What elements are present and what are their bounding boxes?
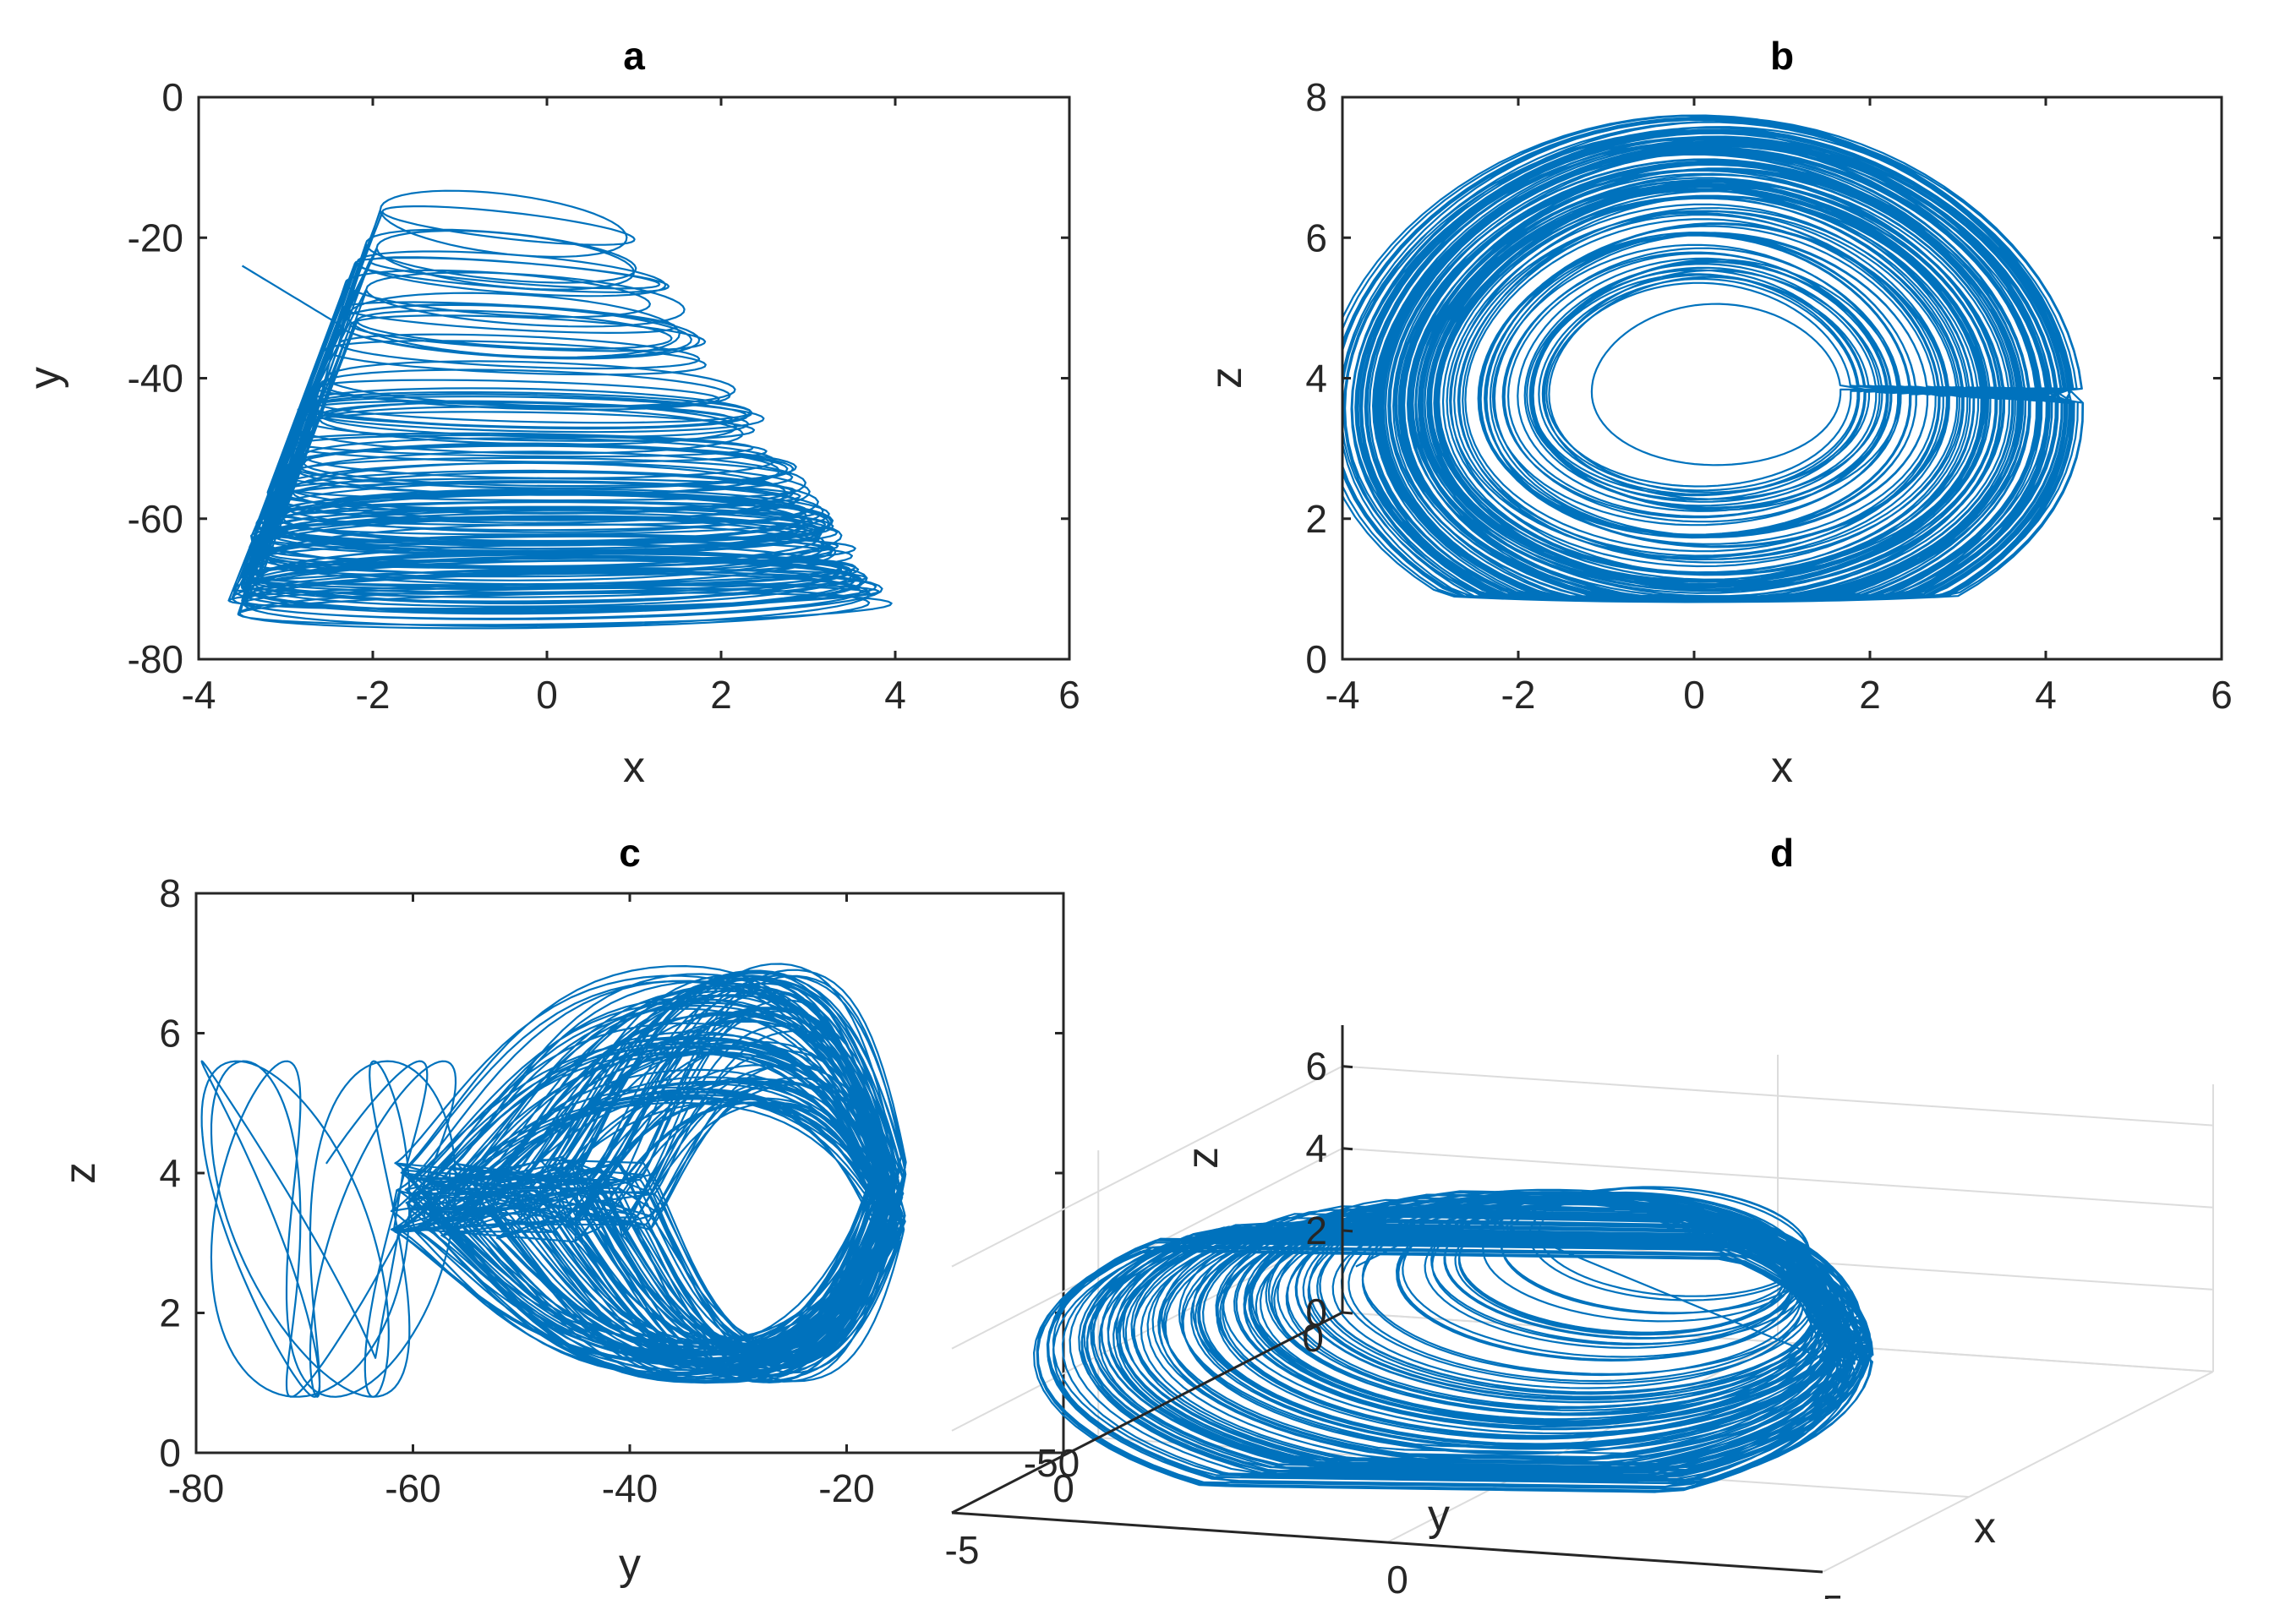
subplot-a-series-line (227, 189, 893, 630)
subplot-a-ticks: -4 -2 0 2 4 6-80-60-40-200 (128, 75, 1080, 717)
subplot-b-ticks: -4 -2 0 2 4 6 0 2 4 6 8 (1305, 75, 2232, 717)
subplot-d-ztick-label: 4 (1305, 1127, 1327, 1171)
subplot-a-xtick-label: 4 (884, 673, 906, 717)
subplot-d-y-axis (951, 1311, 1343, 1514)
subplot-b-trajectory (1342, 114, 2085, 603)
subplot-c-ytick-label: 6 (159, 1012, 181, 1056)
subplot-d-x-axis (951, 1511, 1823, 1574)
subplot-d-title: d (1770, 831, 1794, 875)
subplot-c-ylabel: z (56, 1162, 105, 1184)
subplot-d-ytick-label: 0 (1302, 1316, 1324, 1360)
subplot-d-ztick-mark (1342, 1311, 1353, 1315)
subplot-b-ytick-label: 6 (1305, 216, 1327, 259)
subplot-b-ytick-label: 2 (1305, 497, 1327, 541)
subplot-d-gridline (1342, 1065, 2214, 1127)
subplot-d-xtick-label: 0 (1386, 1558, 1408, 1599)
subplot-d-ztick-label: 0 (1305, 1291, 1327, 1334)
subplot-b-xtick-label: 4 (2035, 673, 2057, 717)
subplot-d-ylabel: y (1428, 1491, 1450, 1540)
subplot-b-ytick-label: 8 (1305, 75, 1327, 119)
subplot-d-ztick-label: 6 (1305, 1045, 1327, 1089)
subplot-a-trajectory (227, 189, 893, 630)
subplot-d-ytick-label: -50 (1024, 1441, 1080, 1485)
subplot-d-trajectory (1033, 1186, 1874, 1493)
subplot-d-ztick-label: 2 (1305, 1209, 1327, 1252)
subplot-b-xtick-label: 2 (1859, 673, 1881, 717)
subplot-b: b -4 -2 0 2 4 6 0 2 4 6 8 x z (1202, 34, 2233, 792)
subplot-d-gridline (951, 1065, 1343, 1268)
subplot-c: c -80 -60 -40 -20 0 0 2 4 6 8 y z (56, 831, 1074, 1589)
subplot-a-ytick-label: -40 (128, 357, 183, 401)
subplot-b-xlabel: x (1771, 743, 1793, 792)
subplot-a-xtick-label: -2 (356, 673, 391, 717)
subplot-b-ylabel: z (1202, 367, 1251, 389)
subplot-c-xtick-label: -60 (385, 1466, 440, 1510)
subplot-b-ytick-label: 0 (1305, 637, 1327, 681)
subplot-a-xlabel: x (623, 743, 645, 792)
subplot-c-ytick-label: 0 (159, 1431, 181, 1475)
subplot-c-ticks: -80 -60 -40 -20 0 0 2 4 6 8 (159, 871, 1074, 1510)
subplot-a: a -4 -2 0 2 4 6-80-60-40-200 x y (20, 34, 1080, 792)
subplot-a-title: a (623, 34, 645, 78)
subplot-a-ytick-label: -60 (128, 497, 183, 541)
subplot-a-ytick-label: -80 (128, 637, 183, 681)
subplot-d-xtick-label: -5 (945, 1528, 980, 1572)
subplot-c-xtick-label: -40 (602, 1466, 658, 1510)
subplot-a-xtick-label: 2 (710, 673, 732, 717)
subplot-a-xtick-label: -4 (182, 673, 216, 717)
subplot-b-title: b (1770, 34, 1794, 78)
subplot-d-series-line (1033, 1186, 1874, 1493)
subplot-a-ylabel: y (20, 367, 69, 389)
subplot-c-ytick-label: 2 (159, 1291, 181, 1335)
subplot-b-xtick-label: -2 (1501, 673, 1536, 717)
subplot-d-xlabel: x (1974, 1503, 1996, 1553)
subplot-b-series-line (1342, 114, 2085, 603)
subplot-c-xtick-label: 0 (1052, 1466, 1074, 1510)
subplot-c-ytick-label: 4 (159, 1151, 181, 1195)
subplot-a-ytick-label: -20 (128, 216, 183, 259)
subplot-b-xtick-label: 0 (1683, 673, 1705, 717)
subplot-a-xtick-label: 6 (1058, 673, 1080, 717)
subplot-a-ytick-label: 0 (161, 75, 183, 119)
subplot-c-xlabel: y (619, 1540, 641, 1589)
subplot-c-xtick-label: -20 (818, 1466, 874, 1510)
subplot-b-ytick-label: 4 (1305, 357, 1327, 401)
subplot-b-xtick-label: 6 (2211, 673, 2233, 717)
subplot-b-xtick-label: -4 (1326, 673, 1360, 717)
subplot-c-ytick-label: 8 (159, 871, 181, 915)
subplot-c-title: c (619, 831, 641, 875)
subplot-d-xtick-label: 5 (1822, 1587, 1844, 1599)
subplot-d-gridline (1822, 1371, 2214, 1573)
subplot-c-xtick-label: -80 (168, 1466, 224, 1510)
subplot-c-series-line (200, 963, 907, 1398)
subplot-c-trajectory (200, 963, 907, 1398)
subplot-d-zlabel: z (1178, 1147, 1227, 1169)
subplot-d-gridline (1342, 1147, 2214, 1209)
subplot-d-gridline (1342, 1312, 2214, 1373)
subplot-a-xtick-label: 0 (536, 673, 558, 717)
